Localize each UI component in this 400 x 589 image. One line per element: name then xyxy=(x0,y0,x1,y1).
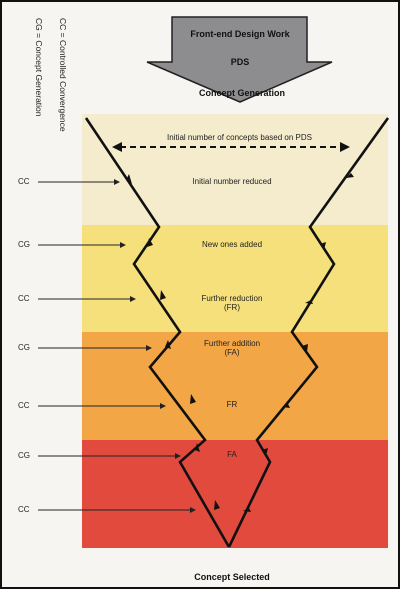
concept-selected-label: Concept Selected xyxy=(194,572,270,582)
band-concept-generation xyxy=(82,114,388,225)
stage-label: Initial number reduced xyxy=(192,177,272,186)
funnel-arrowhead xyxy=(195,443,200,452)
band-orange xyxy=(82,332,388,440)
front-end-arrow xyxy=(146,16,333,103)
funnel-arrowhead xyxy=(302,344,308,352)
stage-label: Further reduction (FR) xyxy=(201,294,263,312)
funnel-arrowhead xyxy=(160,290,166,300)
funnel-arrowhead xyxy=(214,500,220,510)
side-label: CG xyxy=(18,240,30,249)
side-label: CG xyxy=(18,343,30,352)
funnel-right-line xyxy=(227,117,390,548)
side-label: CC xyxy=(18,401,30,410)
right-arrowhead xyxy=(340,142,350,152)
stage-label: Further addition (FA) xyxy=(203,339,261,357)
stage-label: FA xyxy=(227,450,237,459)
funnel-arrowhead xyxy=(346,173,354,178)
funnel-arrowhead xyxy=(262,448,268,456)
side-label: CC xyxy=(18,294,30,303)
side-label: CG xyxy=(18,451,30,460)
funnel-arrowhead xyxy=(282,404,290,408)
funnel-arrowhead xyxy=(126,174,132,184)
initial-concepts-label: Initial number of concepts based on PDS xyxy=(167,133,312,142)
funnel-arrowhead xyxy=(147,238,153,247)
stage-pointer-heads xyxy=(114,179,196,513)
side-label: CC xyxy=(18,505,30,514)
band-yellow xyxy=(82,225,388,332)
band-red xyxy=(82,440,388,548)
funnel-arrowhead xyxy=(243,508,251,512)
funnel-arrowhead xyxy=(305,300,313,304)
funnel-arrowhead xyxy=(165,340,171,349)
side-label: CC xyxy=(18,177,30,186)
stage-pointers xyxy=(38,181,192,511)
stage-label: FR xyxy=(226,400,238,409)
pds-label: PDS xyxy=(230,57,250,67)
stage-label: New ones added xyxy=(201,240,263,249)
concept-generation-label: Concept Generation xyxy=(198,88,285,98)
funnel-left-line xyxy=(84,117,231,548)
left-arrowhead xyxy=(112,142,122,152)
funnel-arrowhead xyxy=(320,242,326,250)
front-end-design-label: Front-end Design Work xyxy=(190,29,290,39)
funnel-arrowhead xyxy=(190,394,196,404)
